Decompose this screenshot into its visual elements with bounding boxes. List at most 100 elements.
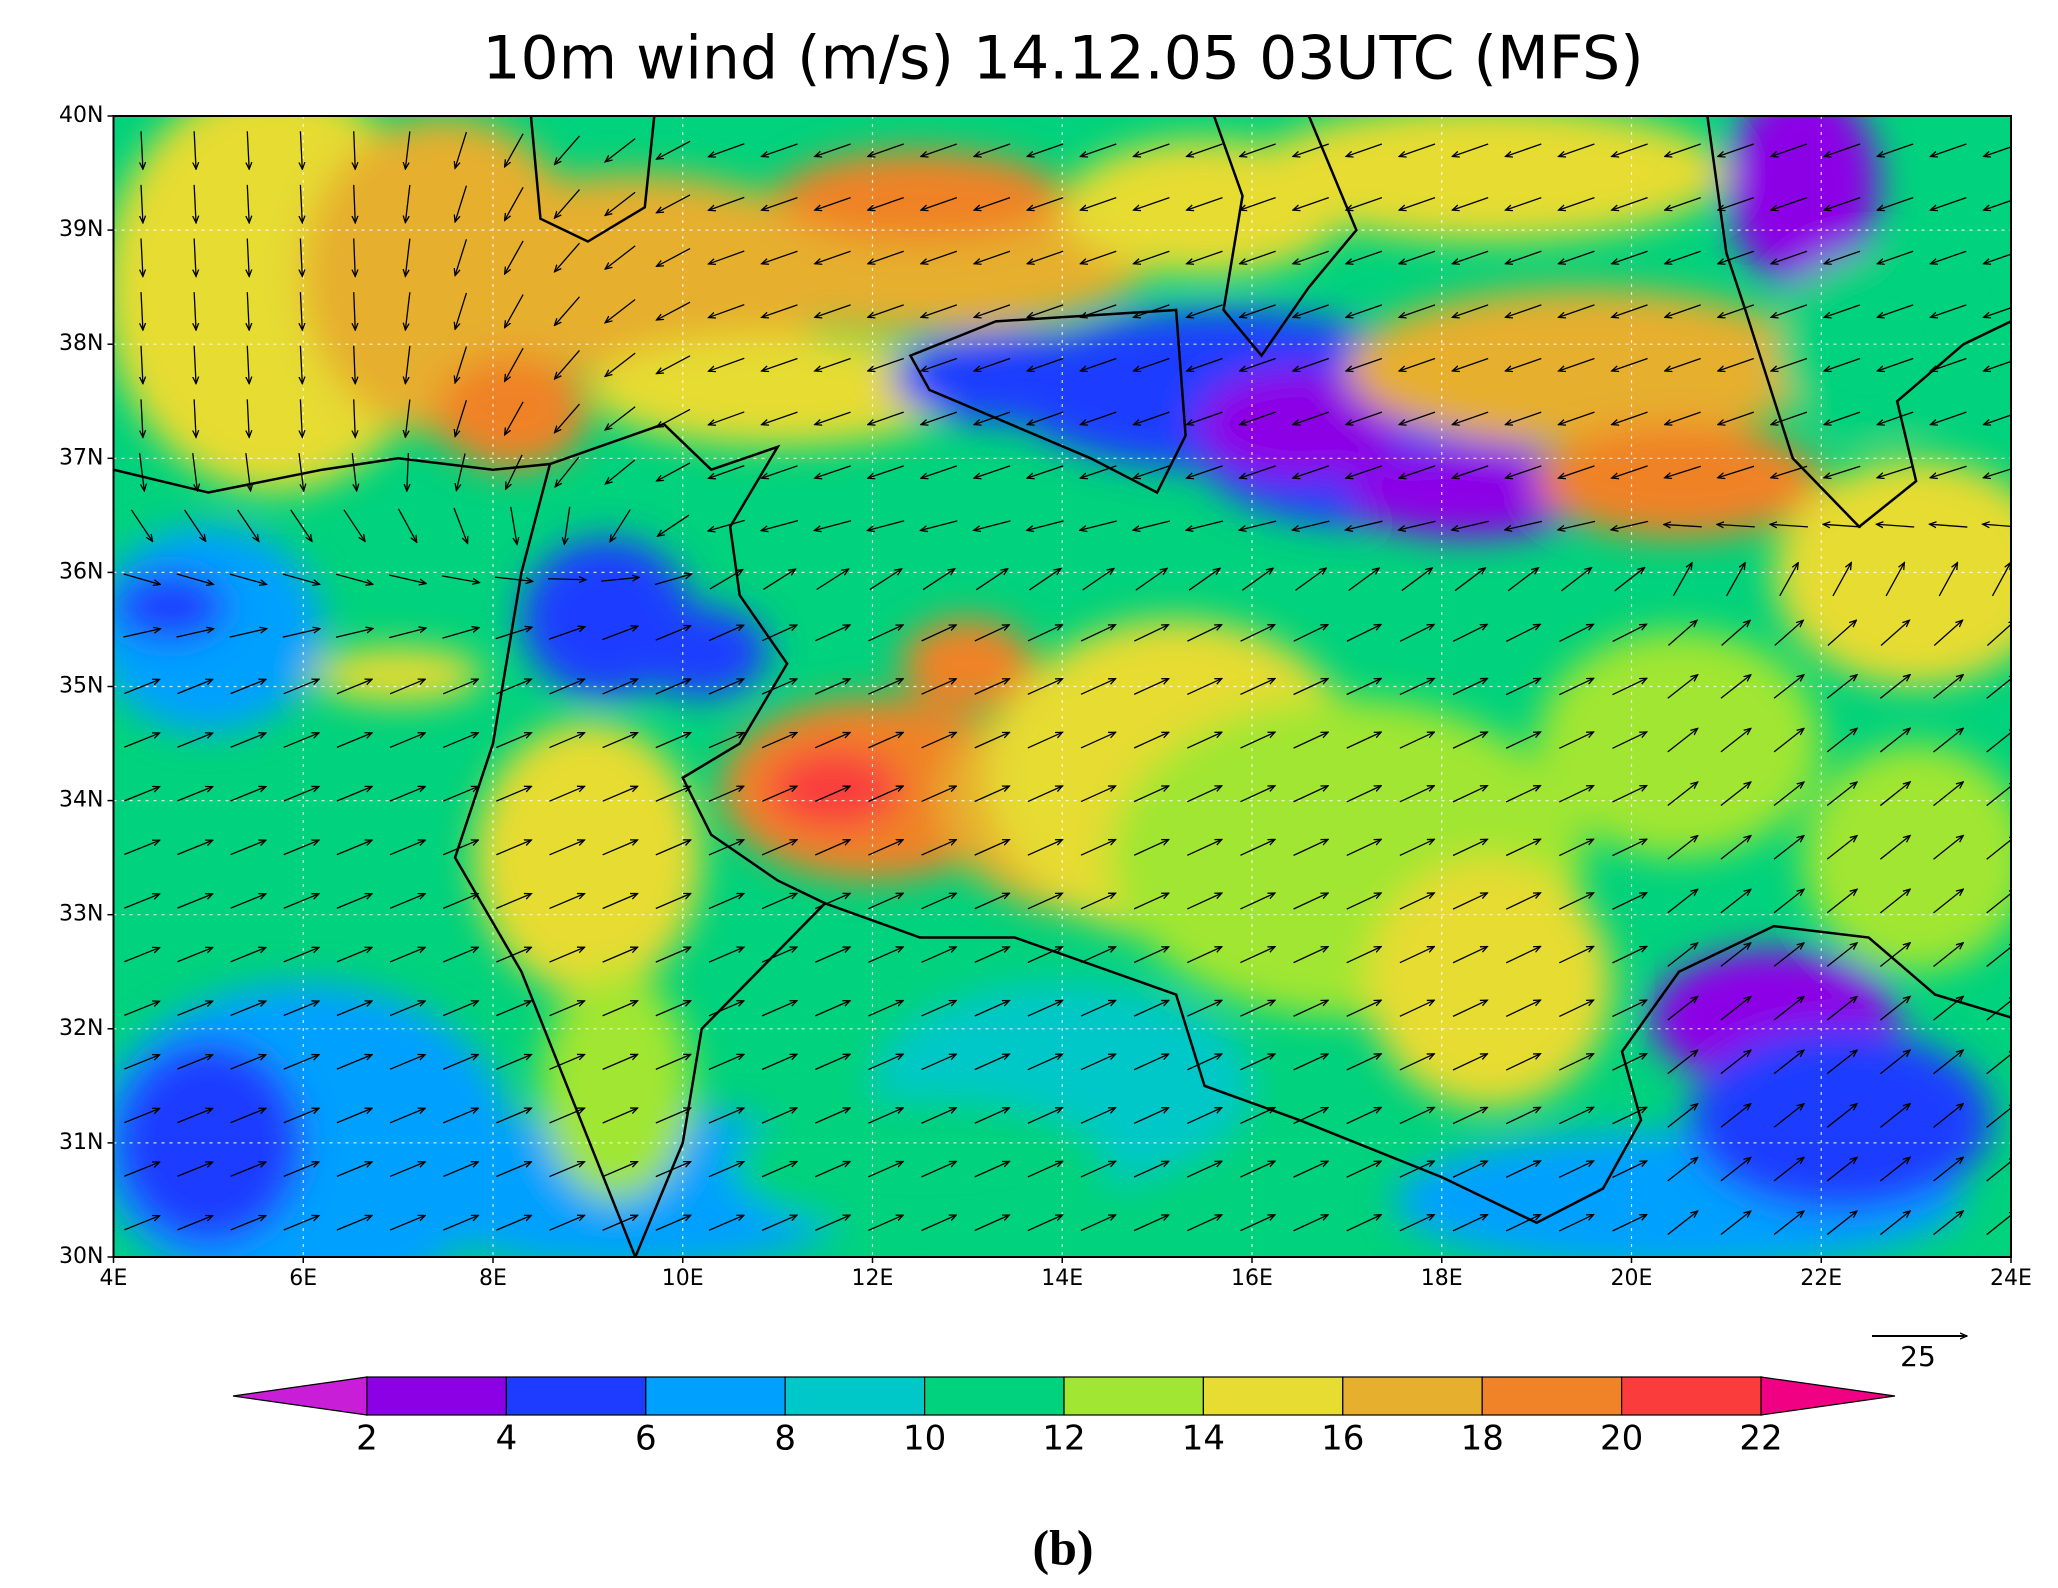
wind-arrow xyxy=(389,1001,425,1017)
wind-arrow xyxy=(1027,304,1064,318)
wind-arrow xyxy=(336,787,372,802)
wind-arrow xyxy=(1718,143,1755,157)
wind-arrow xyxy=(1559,1000,1593,1018)
wind-arrow xyxy=(868,947,903,963)
wind-arrow xyxy=(815,625,850,642)
wind-arrow xyxy=(1930,411,1967,425)
lon-tick-label: 12E xyxy=(852,1266,894,1291)
wind-arrow xyxy=(283,1162,319,1177)
wind-arrow xyxy=(397,508,417,542)
wind-arrow xyxy=(605,459,636,484)
wind-arrow xyxy=(1505,893,1540,910)
wind-arrow xyxy=(1505,732,1540,749)
wind-arrow xyxy=(300,131,302,169)
wind-arrow xyxy=(123,629,160,638)
wind-arrow xyxy=(124,1216,159,1231)
wind-arrow xyxy=(1240,839,1275,856)
wind-arrow xyxy=(602,1108,638,1124)
wind-arrow xyxy=(1293,625,1328,642)
wind-arrow xyxy=(921,357,958,371)
wind-arrow xyxy=(549,840,585,856)
wind-arrow xyxy=(183,509,206,542)
wind-arrow xyxy=(549,786,585,802)
wind-arrow xyxy=(245,453,251,491)
wind-arrow xyxy=(1879,1050,1910,1075)
wind-arrow xyxy=(1612,1054,1646,1071)
wind-arrow xyxy=(655,626,691,641)
wind-arrow xyxy=(230,1108,266,1124)
wind-arrow xyxy=(1667,1104,1698,1128)
wind-arrow xyxy=(1986,996,2011,1021)
wind-arrow xyxy=(1187,786,1222,803)
wind-arrow xyxy=(868,465,904,478)
wind-arrow xyxy=(496,679,531,695)
wind-arrow xyxy=(124,840,159,856)
wind-arrow xyxy=(124,1162,159,1177)
wind-arrow xyxy=(761,893,797,910)
wind-arrow xyxy=(230,787,266,802)
wind-arrow xyxy=(1505,678,1540,696)
wind-arrow xyxy=(1187,893,1222,910)
wind-arrow xyxy=(1399,250,1436,264)
wind-arrow xyxy=(974,520,1011,531)
wind-arrow xyxy=(1559,732,1593,749)
wind-arrow xyxy=(335,573,373,584)
wind-arrow xyxy=(505,186,524,220)
wind-arrow xyxy=(495,627,532,640)
wind-arrow xyxy=(1452,839,1487,857)
wind-arrow xyxy=(1984,199,2011,211)
wind-arrow xyxy=(506,454,523,489)
wind-arrow xyxy=(814,893,850,910)
wind-arrow xyxy=(1667,836,1698,860)
wind-arrow xyxy=(1933,1211,1964,1236)
wind-arrow xyxy=(1399,786,1434,803)
wind-arrow xyxy=(868,196,904,211)
wind-arrow xyxy=(389,1055,425,1070)
wind-arrow xyxy=(1293,1161,1328,1178)
wind-arrow xyxy=(708,1108,744,1124)
wind-arrow xyxy=(921,1161,957,1178)
wind-arrow xyxy=(455,185,468,222)
wind-arrow xyxy=(655,1108,691,1124)
wind-arrow xyxy=(389,733,425,749)
wind-arrow xyxy=(1561,568,1591,592)
wind-arrow xyxy=(1240,1215,1275,1232)
wind-arrow xyxy=(921,1001,957,1017)
wind-arrow xyxy=(176,573,214,584)
wind-arrow xyxy=(1452,1107,1487,1125)
wind-arrow xyxy=(1667,728,1698,753)
wind-arrow xyxy=(351,453,356,491)
wind-arrow xyxy=(1452,357,1489,371)
wind-arrow xyxy=(389,1108,425,1124)
wind-arrow xyxy=(1399,143,1436,157)
wind-arrow xyxy=(656,355,691,374)
wind-arrow xyxy=(814,1001,850,1017)
lat-tick-label: 37N xyxy=(59,445,103,470)
wind-arrow xyxy=(177,1055,212,1070)
wind-arrow xyxy=(1933,782,1964,807)
wind-arrow xyxy=(761,786,797,802)
wind-arrow xyxy=(602,1001,638,1017)
wind-arrow xyxy=(1346,947,1381,964)
wind-arrow xyxy=(1559,304,1595,318)
colorbar-bin xyxy=(1202,1376,1344,1416)
wind-arrow xyxy=(442,894,478,909)
colorbar-label: 2 xyxy=(356,1419,378,1459)
wind-arrow xyxy=(921,947,957,963)
wind-arrow xyxy=(1452,786,1487,803)
colorbar-bin xyxy=(505,1376,647,1416)
field-blob xyxy=(587,332,968,447)
wind-arrow xyxy=(141,184,143,223)
wind-arrow xyxy=(247,292,249,330)
wind-arrow xyxy=(1505,411,1542,425)
wind-arrow xyxy=(708,679,744,695)
field-blob xyxy=(1536,424,1822,539)
wind-arrow xyxy=(655,733,691,749)
wind-arrow xyxy=(1346,1054,1381,1071)
wind-arrow xyxy=(814,733,850,749)
wind-arrow xyxy=(1240,893,1275,910)
wind-arrow xyxy=(974,786,1010,803)
wind-arrow xyxy=(1877,196,1914,211)
wind-arrow xyxy=(1559,411,1595,425)
wind-arrow xyxy=(761,733,797,749)
